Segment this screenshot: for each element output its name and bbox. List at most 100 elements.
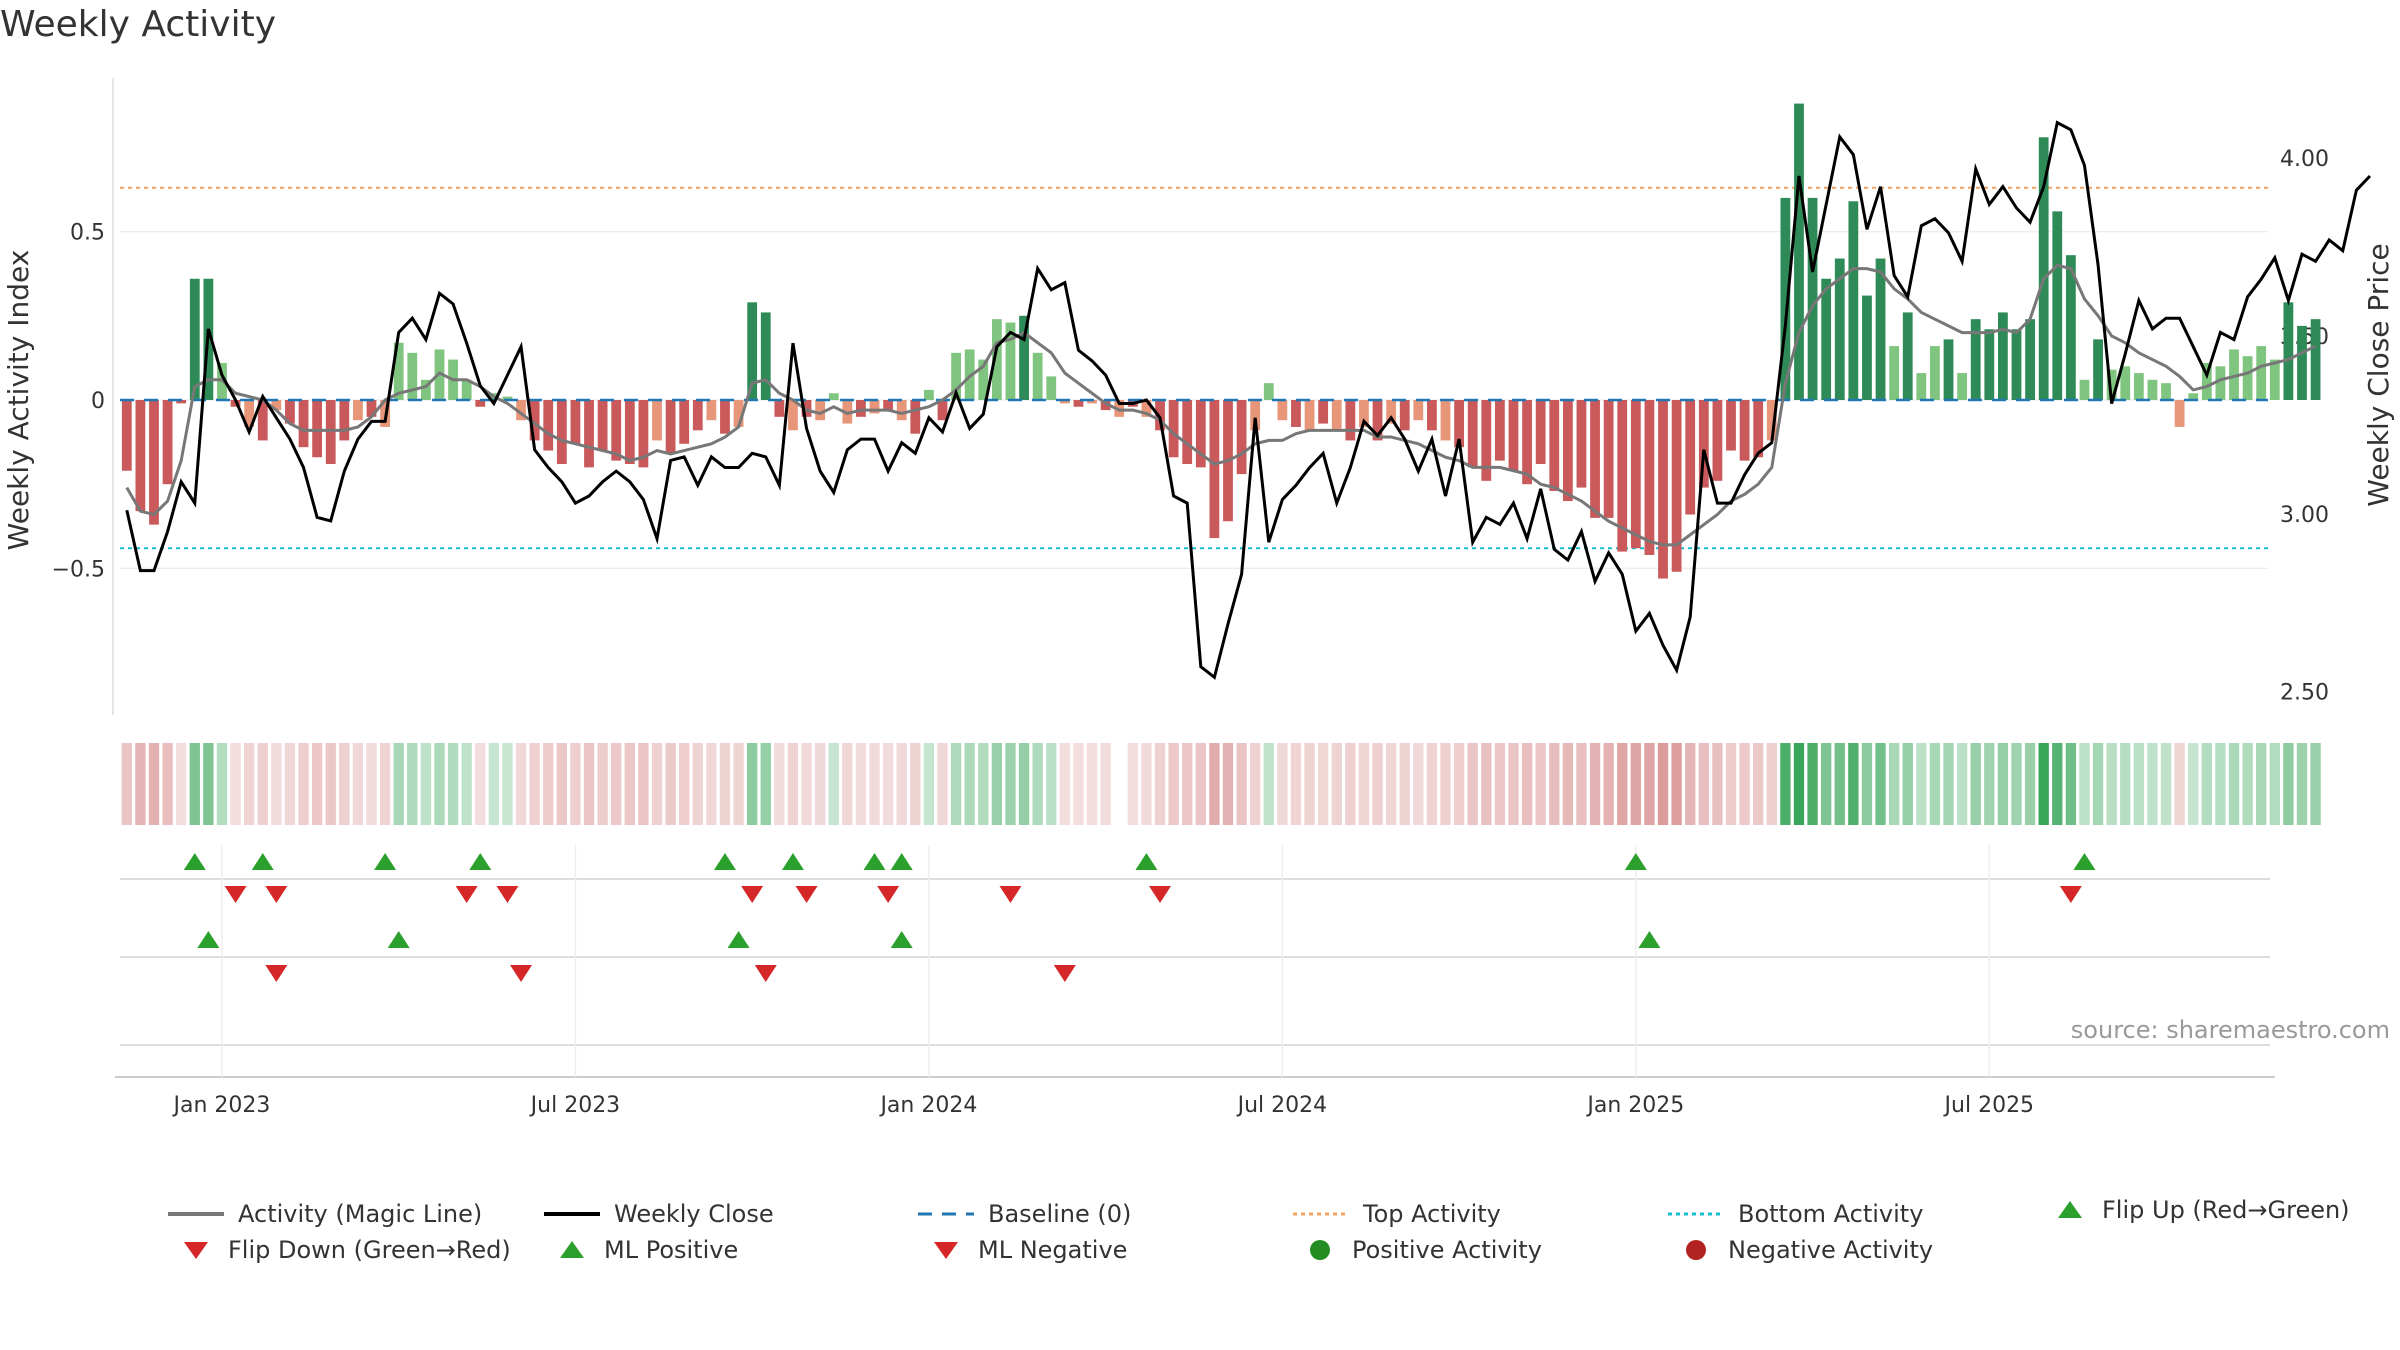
activity-bar	[285, 400, 295, 424]
activity-bar	[366, 400, 377, 417]
activity-bar	[883, 400, 894, 411]
legend-label: Negative Activity	[1728, 1236, 1934, 1264]
heat-strip-cell	[1127, 743, 1138, 825]
activity-bar	[475, 400, 486, 407]
heat-strip-cell	[1494, 743, 1506, 825]
chart-title: Weekly Activity	[0, 4, 277, 45]
legend: Activity (Magic Line) Weekly Close Basel…	[0, 1196, 2400, 1300]
heat-strip-cell	[638, 743, 649, 825]
activity-bar	[597, 400, 608, 451]
activity-bar	[1943, 339, 1954, 400]
heat-strip-cell	[2065, 743, 2077, 825]
activity-bar	[2201, 362, 2212, 400]
heat-strip-cell	[1372, 743, 1383, 825]
activity-bar	[1481, 400, 1492, 481]
heat-strip-cell	[1263, 743, 1274, 825]
heat-strip-cell	[1549, 743, 1560, 825]
activity-bar	[842, 400, 853, 424]
triangle-down-red-icon	[184, 1242, 208, 1259]
activity-bar	[502, 396, 513, 400]
activity-bar	[1726, 400, 1736, 451]
activity-bar	[1372, 400, 1383, 441]
ml-negative-marker	[510, 965, 533, 982]
activity-bar	[2079, 379, 2090, 400]
heat-strip-cell	[1780, 743, 1791, 825]
y-axis-title-left: Weekly Activity Index	[2, 250, 35, 551]
activity-bar	[312, 400, 323, 458]
legend-label: Activity (Magic Line)	[238, 1200, 483, 1228]
activity-bar	[1549, 400, 1560, 491]
heat-strip-cell	[189, 743, 200, 825]
activity-bar	[1182, 400, 1193, 464]
heat-strip-cell	[1535, 743, 1546, 825]
activity-bar	[1359, 400, 1369, 427]
activity-bar	[1739, 400, 1750, 461]
heat-strip-cell	[1005, 743, 1016, 825]
heat-strip-cell	[1576, 743, 1587, 825]
heat-strip-cell	[2024, 743, 2036, 825]
activity-bar	[747, 302, 758, 400]
activity-bar	[1617, 400, 1628, 552]
ml-positive-marker	[727, 931, 750, 948]
heat-strip-cell	[597, 743, 608, 825]
dot-orange-icon	[1293, 1212, 1349, 1216]
activity-bar	[1087, 400, 1097, 404]
x-tick-label: Jul 2023	[529, 1093, 621, 1118]
legend-label: Weekly Close	[614, 1200, 774, 1228]
activity-bar	[1794, 103, 1804, 400]
heat-strip-cell	[1793, 743, 1805, 825]
heat-strip-cell	[1807, 743, 1818, 825]
activity-bar	[1970, 319, 1981, 400]
heat-strip-cell	[1440, 743, 1451, 825]
heat-strip-cell	[1725, 743, 1737, 825]
activity-bar	[1100, 400, 1111, 411]
activity-bar	[896, 400, 907, 421]
heat-strip-cell	[515, 743, 527, 825]
activity-bar	[624, 400, 635, 464]
heat-strip-cell	[1984, 743, 1995, 825]
activity-bar	[2174, 400, 2185, 427]
heat-strip-cell	[855, 743, 867, 825]
heat-strip-cell	[2188, 743, 2199, 825]
flip-up-marker	[781, 853, 804, 870]
heat-strip-cell	[461, 743, 472, 825]
activity-bar	[2065, 255, 2076, 400]
activity-bar	[2229, 349, 2239, 400]
activity-bar	[1427, 400, 1437, 431]
heat-strip-cell	[420, 743, 432, 825]
activity-bar	[298, 400, 309, 448]
heat-strip-cell	[1698, 743, 1709, 825]
activity-bar	[1318, 400, 1329, 424]
heat-strip-cell	[1413, 743, 1424, 825]
flip-up-marker	[1135, 853, 1158, 870]
activity-bar	[1562, 400, 1573, 502]
heat-strip-cell	[1481, 743, 1492, 825]
activity-bar	[1603, 400, 1614, 518]
activity-bar	[325, 400, 336, 464]
activity-bar	[1630, 400, 1641, 549]
legend-item-negative-activity: Negative Activity	[1676, 1236, 1933, 1264]
activity-bar	[2283, 302, 2294, 400]
activity-bar	[556, 400, 567, 464]
heat-strip-cell	[298, 743, 309, 825]
heat-strip-cell	[2052, 743, 2063, 825]
heat-strip-cell	[325, 743, 336, 825]
flip-down-marker	[999, 886, 1022, 903]
heat-strip-cell	[1141, 743, 1152, 825]
heat-strip-cell	[869, 743, 880, 825]
heat-strip-cell	[2310, 743, 2321, 825]
heat-strip-cell	[2215, 743, 2226, 825]
heat-strip-cell	[1345, 743, 1356, 825]
activity-bar	[1535, 400, 1546, 464]
activity-bar	[516, 400, 526, 421]
activity-bar	[1984, 329, 1995, 400]
activity-bar	[692, 400, 703, 431]
activity-bar	[1005, 322, 1016, 400]
heat-strip-cell	[447, 743, 459, 825]
y-tick-label-left: 0.5	[70, 221, 105, 246]
activity-bar	[2161, 383, 2171, 400]
y-tick-label-left: 0	[91, 389, 105, 414]
heat-strip-cell	[1290, 743, 1302, 825]
heat-strip-cell	[991, 743, 1003, 825]
heat-strip-cell	[1739, 743, 1750, 825]
